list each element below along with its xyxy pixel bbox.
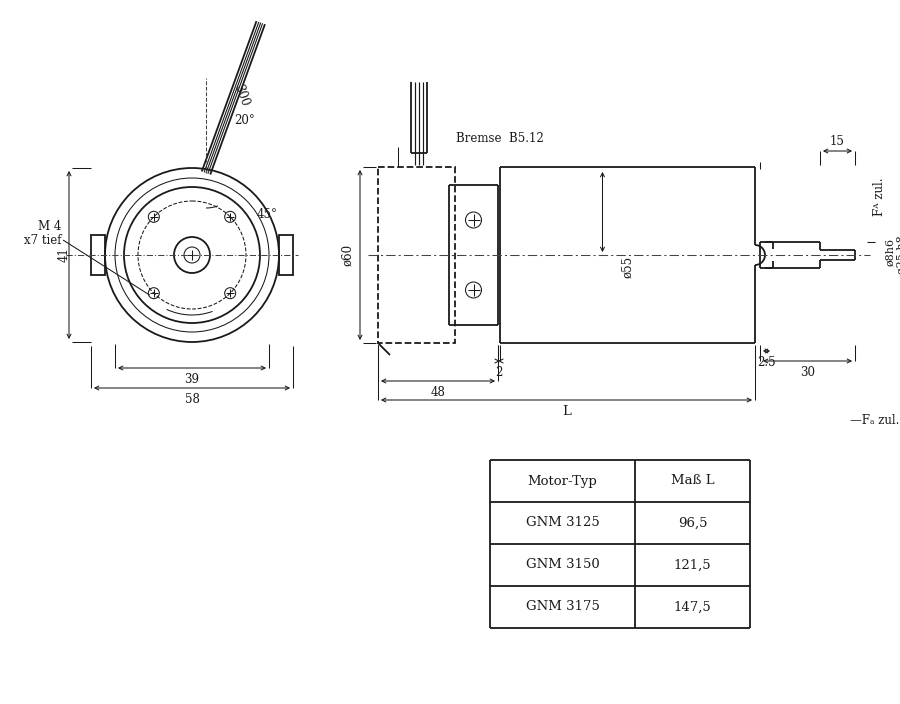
Text: Fᴬ zul.: Fᴬ zul. xyxy=(873,177,886,215)
Text: 41: 41 xyxy=(58,248,70,263)
Bar xyxy=(279,235,293,275)
Text: GNM 3150: GNM 3150 xyxy=(526,558,599,572)
Text: ø60: ø60 xyxy=(341,244,354,266)
Text: 39: 39 xyxy=(184,373,200,386)
Bar xyxy=(91,235,105,275)
Text: 147,5: 147,5 xyxy=(673,601,711,613)
Text: 20°: 20° xyxy=(234,115,255,127)
Text: ø25 h8: ø25 h8 xyxy=(897,236,900,275)
Text: GNM 3175: GNM 3175 xyxy=(526,601,599,613)
Text: —Fₐ zul.: —Fₐ zul. xyxy=(850,415,899,427)
Text: Motor-Typ: Motor-Typ xyxy=(527,474,598,487)
Text: ø8h6: ø8h6 xyxy=(885,238,895,266)
Text: GNM 3125: GNM 3125 xyxy=(526,517,599,529)
Text: 96,5: 96,5 xyxy=(678,517,707,529)
Text: 2.5: 2.5 xyxy=(757,356,776,369)
Text: L: L xyxy=(562,405,571,418)
Text: 30: 30 xyxy=(800,366,815,379)
Text: 45°: 45° xyxy=(257,208,278,222)
Bar xyxy=(378,167,455,343)
Text: 15: 15 xyxy=(830,135,845,148)
Text: Maß L: Maß L xyxy=(670,474,715,487)
Text: 2: 2 xyxy=(495,366,503,379)
Text: 300: 300 xyxy=(231,83,251,108)
Text: 58: 58 xyxy=(184,393,200,406)
Text: x7 tief: x7 tief xyxy=(23,234,61,247)
Text: ø55: ø55 xyxy=(621,256,634,278)
Text: Bremse  B5.12: Bremse B5.12 xyxy=(456,132,544,145)
Text: M 4: M 4 xyxy=(38,220,61,233)
Text: 48: 48 xyxy=(430,386,446,399)
Text: 121,5: 121,5 xyxy=(674,558,711,572)
